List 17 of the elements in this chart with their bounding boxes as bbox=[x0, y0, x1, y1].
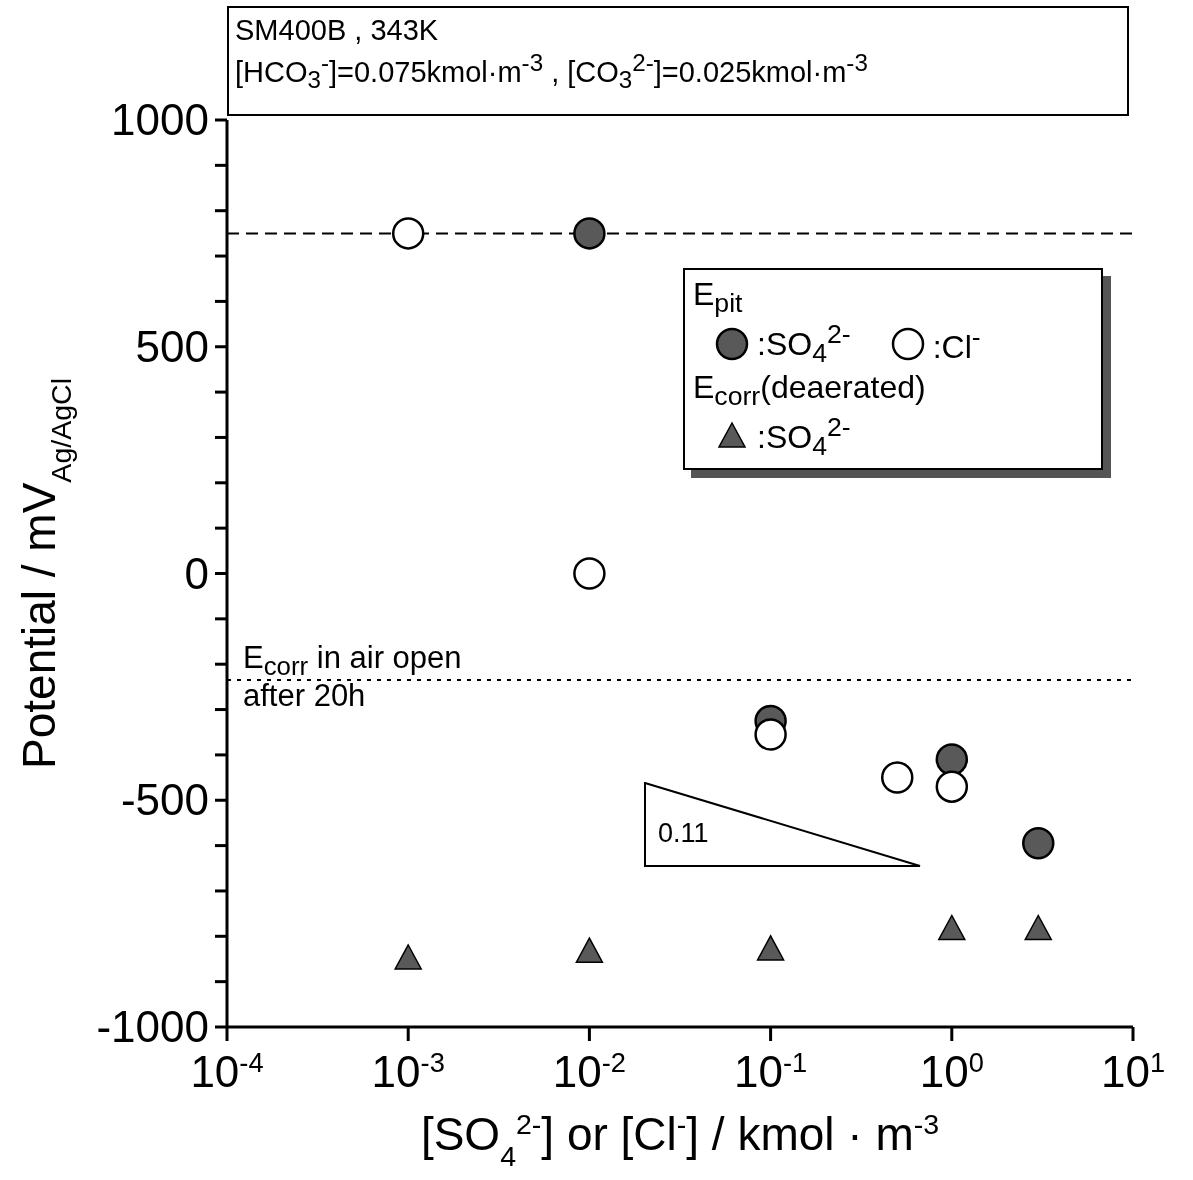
x-tick-label: 10$^{0}$ bbox=[919, 1046, 984, 1096]
x-tick-label: 10$^{-2}$ bbox=[552, 1046, 626, 1096]
x-tick-label: 10$^{-1}$ bbox=[734, 1046, 808, 1096]
ref-line-label: E$_{corr}$ in air open after 20h bbox=[243, 640, 463, 714]
y-tick-label: 0 bbox=[184, 548, 209, 598]
text: [HCO$_{3}$$^{-}$]=0.075kmol·m$^{-3}$ , [CO$_{3}$$^{2-}$]=0.025kmol·m$^{-3}$ bbox=[235, 49, 868, 94]
y-tick-label: 500 bbox=[135, 321, 209, 371]
annotation: E$_{pit}$ bbox=[693, 276, 744, 320]
annotation: 0.11 bbox=[658, 818, 709, 849]
x-tick-label: 10$^{1}$ bbox=[1100, 1046, 1166, 1096]
y-tick-label: 1000 bbox=[111, 95, 209, 144]
chart-title: SM400B , 343K bbox=[235, 13, 440, 48]
legend-label: :Cl$^{-}$ bbox=[932, 322, 981, 366]
y-tick-label: -500 bbox=[120, 775, 209, 825]
x-axis-title: [SO$_{4}$$^{2-}$] or [Cl$^{-}$] / kmol · m$^{-3}$ bbox=[420, 1108, 940, 1172]
annotation: E$_{corr}$(deaerated) bbox=[693, 368, 927, 412]
x-tick-label: 10$^{-3}$ bbox=[371, 1046, 445, 1096]
